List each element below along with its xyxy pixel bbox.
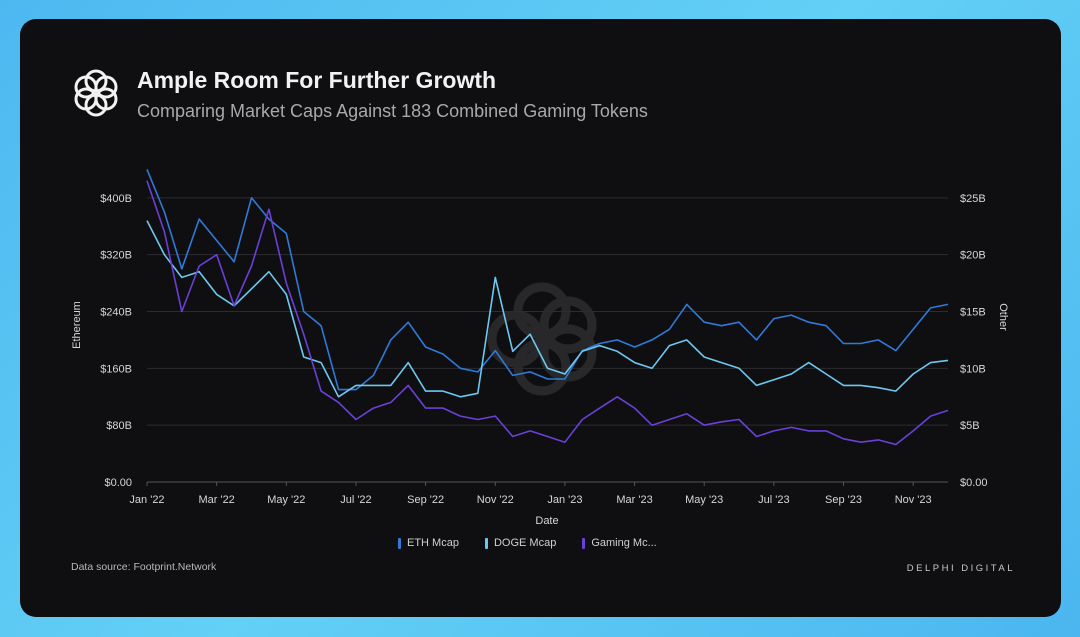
- chart-subtitle: Comparing Market Caps Against 183 Combin…: [137, 101, 648, 121]
- legend-swatch: [582, 537, 586, 549]
- y-tick-label: $160B: [100, 363, 132, 375]
- y2-tick-label: $0.00: [960, 477, 988, 489]
- y-tick-label: $400B: [100, 193, 132, 205]
- watermark-icon: [487, 282, 597, 396]
- x-tick-label: Mar '23: [616, 494, 652, 506]
- chart-card: Ample Room For Further Growth Comparing …: [20, 19, 1061, 617]
- x-tick-label: Nov '23: [895, 494, 932, 506]
- brand-logo: DELPHI DIGITAL: [906, 563, 1015, 574]
- y-tick-label: $0.00: [104, 477, 132, 489]
- x-tick-label: Sep '23: [825, 494, 862, 506]
- series-line-doge-mcap: [146, 220, 949, 398]
- y2-tick-label: $10B: [960, 363, 986, 375]
- series-line-eth-mcap: [146, 169, 949, 391]
- legend-label: DOGE Mcap: [493, 537, 557, 549]
- x-tick-label: May '23: [685, 494, 723, 506]
- legend-item-eth[interactable]: ETH Mcap: [398, 537, 459, 549]
- x-tick-label: May '22: [267, 494, 305, 506]
- line-chart: $0.00 $80B $160B $240B $320B $400B $0.00 $5B $10…: [71, 169, 1009, 527]
- x-tick-label: Jul '23: [758, 494, 789, 506]
- legend-label: ETH Mcap: [407, 537, 459, 549]
- series-line-gaming-mcap: [146, 180, 949, 446]
- y-axis-label: Ethereum: [71, 301, 83, 349]
- legend-item-doge[interactable]: DOGE Mcap: [484, 537, 557, 549]
- delphi-logo-icon: [74, 69, 118, 117]
- y-tick-label: $80B: [106, 420, 132, 432]
- x-tick-label: Jul '22: [340, 494, 371, 506]
- legend-label: Gaming Mc...: [591, 537, 657, 549]
- x-axis-label: Date: [535, 515, 558, 527]
- y2-axis-label: Other: [997, 303, 1009, 331]
- y2-tick-label: $15B: [960, 307, 986, 319]
- legend-item-gaming[interactable]: Gaming Mc...: [582, 537, 657, 549]
- data-source: Data source: Footprint.Network: [71, 561, 217, 573]
- y-tick-label: $240B: [100, 307, 132, 319]
- y2-tick-label: $5B: [960, 420, 980, 432]
- x-tick-label: Sep '22: [407, 494, 444, 506]
- legend: ETH Mcap DOGE Mcap Gaming Mc...: [398, 537, 657, 549]
- y2-tick-label: $25B: [960, 193, 986, 205]
- legend-swatch: [398, 537, 401, 549]
- x-tick-label: Mar '22: [198, 494, 234, 506]
- chart-title: Ample Room For Further Growth: [137, 67, 497, 93]
- x-tick-label: Jan '23: [547, 494, 582, 506]
- y2-tick-label: $20B: [960, 250, 986, 262]
- x-tick-label: Nov '22: [477, 494, 514, 506]
- x-tick-label: Jan '22: [129, 494, 164, 506]
- y-tick-label: $320B: [100, 250, 132, 262]
- legend-swatch: [484, 537, 488, 549]
